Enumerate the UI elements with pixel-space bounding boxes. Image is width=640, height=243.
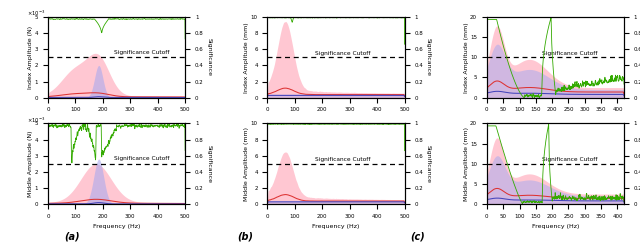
Text: (b): (b) xyxy=(237,231,253,241)
Text: Significance Cutoff: Significance Cutoff xyxy=(316,157,371,162)
Text: (c): (c) xyxy=(410,231,426,241)
Text: Significance Cutoff: Significance Cutoff xyxy=(114,156,170,161)
Text: Significance Cutoff: Significance Cutoff xyxy=(114,50,170,54)
Text: $\times10^{-3}$: $\times10^{-3}$ xyxy=(28,9,46,18)
Y-axis label: Index Amplitude (mm): Index Amplitude (mm) xyxy=(244,22,250,93)
X-axis label: Frequency (Hz): Frequency (Hz) xyxy=(312,224,360,229)
Text: Significance Cutoff: Significance Cutoff xyxy=(541,157,597,162)
X-axis label: Frequency (Hz): Frequency (Hz) xyxy=(532,224,579,229)
Y-axis label: Significance: Significance xyxy=(426,38,431,76)
Y-axis label: Middle Amplitude (mm): Middle Amplitude (mm) xyxy=(244,127,250,201)
Y-axis label: Index Amplitude (mm): Index Amplitude (mm) xyxy=(464,22,468,93)
Y-axis label: Index Amplitude (N): Index Amplitude (N) xyxy=(28,26,33,89)
X-axis label: Frequency (Hz): Frequency (Hz) xyxy=(93,224,140,229)
Y-axis label: Significance: Significance xyxy=(206,145,211,183)
Text: Significance Cutoff: Significance Cutoff xyxy=(541,51,597,56)
Y-axis label: Significance: Significance xyxy=(206,38,211,76)
Text: Significance Cutoff: Significance Cutoff xyxy=(316,51,371,56)
Y-axis label: Middle Amplitude (mm): Middle Amplitude (mm) xyxy=(464,127,468,201)
Text: $\times10^{-3}$: $\times10^{-3}$ xyxy=(28,116,46,125)
Text: (a): (a) xyxy=(64,231,79,241)
Y-axis label: Significance: Significance xyxy=(426,145,431,183)
Y-axis label: Middle Amplitude (N): Middle Amplitude (N) xyxy=(28,130,33,197)
